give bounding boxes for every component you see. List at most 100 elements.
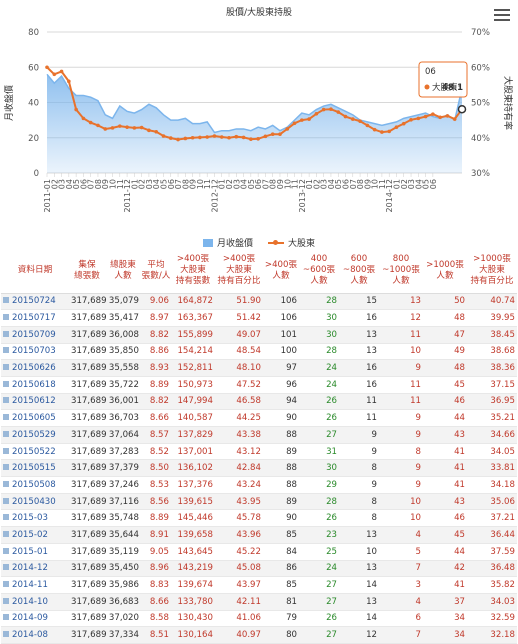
holder-point bbox=[270, 132, 275, 137]
table-cell: 89 bbox=[263, 493, 299, 511]
table-cell: 10 bbox=[339, 543, 379, 561]
table-cell: 34 bbox=[423, 626, 467, 644]
table-cell: 35,417 bbox=[105, 309, 141, 327]
table-cell: 36,683 bbox=[105, 593, 141, 611]
table-cell: 139,615 bbox=[171, 493, 215, 511]
x-tick-label: 03 bbox=[320, 179, 329, 189]
table-cell: 38.36 bbox=[467, 359, 517, 377]
table-cell: 2015-03 bbox=[1, 509, 69, 528]
row-marker-icon bbox=[3, 347, 9, 354]
table-cell: 317,689 bbox=[69, 493, 107, 511]
table-cell: 46 bbox=[423, 509, 467, 528]
table-cell: 317,689 bbox=[69, 610, 107, 628]
price-area-outline bbox=[46, 73, 463, 134]
table-cell: 43.38 bbox=[215, 426, 263, 444]
table-cell: 85 bbox=[263, 526, 299, 544]
table-cell: 43.97 bbox=[215, 576, 263, 594]
table-cell: 317,689 bbox=[69, 459, 107, 478]
table-cell: 317,689 bbox=[69, 326, 107, 344]
table-cell: 11 bbox=[339, 409, 379, 427]
x-tick-label: 11 bbox=[291, 179, 300, 189]
table-header-cell: 總股東 人數 bbox=[105, 249, 141, 294]
table-cell: 30 bbox=[299, 309, 339, 327]
x-tick-label: 04 bbox=[327, 179, 336, 189]
holder-point bbox=[59, 69, 64, 74]
table-cell: 34.18 bbox=[467, 476, 517, 494]
table-cell: 13 bbox=[379, 293, 423, 311]
table-cell: 84 bbox=[263, 543, 299, 561]
table-cell: 317,689 bbox=[69, 443, 107, 461]
chart-title: 股價/大股東持股 bbox=[226, 6, 292, 18]
table-cell: 38.45 bbox=[467, 326, 517, 344]
x-tick-label: 01 bbox=[130, 179, 139, 189]
holder-point bbox=[372, 127, 377, 132]
holder-point bbox=[88, 120, 93, 125]
right-tick-label: 60% bbox=[471, 63, 490, 73]
table-cell: 8.53 bbox=[141, 476, 171, 494]
left-axis-title: 月收盤價 bbox=[3, 85, 15, 121]
table-header-cell: 400 ~600張 人數 bbox=[299, 249, 339, 294]
legend-item-price[interactable]: 月收盤價 bbox=[203, 236, 253, 249]
holder-point bbox=[139, 125, 144, 130]
table-cell: 38.68 bbox=[467, 343, 517, 361]
row-marker-icon bbox=[3, 380, 9, 387]
x-tick-label: 08 bbox=[181, 179, 190, 189]
table-cell: 136,102 bbox=[171, 459, 215, 478]
holder-point bbox=[132, 126, 137, 130]
table-cell: 8.51 bbox=[141, 626, 171, 644]
table-cell: 45 bbox=[423, 526, 467, 544]
table-cell: 139,674 bbox=[171, 576, 215, 594]
table-cell: 14 bbox=[339, 576, 379, 594]
x-tick-label: 10 bbox=[283, 179, 292, 189]
table-cell: 20150529 bbox=[1, 426, 69, 444]
table-cell: 86 bbox=[263, 560, 299, 578]
table-header-cell: 800 ~1000張 人數 bbox=[379, 249, 423, 294]
price-area bbox=[47, 74, 462, 173]
table-cell: 317,689 bbox=[69, 343, 107, 361]
table-row: 20150508 317,689 37,246 8.53 137,376 43.24 88 2… bbox=[1, 476, 517, 494]
table-cell: 317,689 bbox=[69, 476, 107, 494]
chart-tooltip: 06 大股東:48.1 bbox=[418, 61, 468, 98]
holder-point bbox=[394, 125, 399, 129]
legend-item-holder[interactable]: 大股東 bbox=[267, 236, 315, 249]
tooltip-box bbox=[418, 61, 468, 98]
table-cell: 20150508 bbox=[1, 476, 69, 494]
right-tick-label: 50% bbox=[471, 99, 490, 109]
row-marker-icon bbox=[3, 581, 9, 588]
table-row: 2014-09 317,689 37,020 8.58 130,430 41.06 79 26… bbox=[1, 610, 517, 628]
table-cell: 43.24 bbox=[215, 476, 263, 494]
left-tick-label: 20 bbox=[28, 134, 39, 144]
table-cell: 43 bbox=[423, 493, 467, 511]
x-tick-label: 2014-12 bbox=[385, 179, 394, 212]
table-cell: 26 bbox=[299, 610, 339, 628]
holder-point bbox=[241, 135, 246, 140]
right-tick-label: 30% bbox=[471, 169, 490, 179]
table-cell: 163,367 bbox=[171, 309, 215, 327]
table-cell: 43.96 bbox=[215, 526, 263, 544]
left-axis: 0 20 40 60 80 bbox=[28, 28, 39, 179]
table-cell: 2014-10 bbox=[1, 593, 69, 611]
table-cell: 36,001 bbox=[105, 393, 141, 411]
table-cell: 106 bbox=[263, 293, 299, 311]
row-marker-icon bbox=[3, 297, 9, 304]
table-cell: 37,116 bbox=[105, 493, 141, 511]
holder-point bbox=[52, 72, 57, 77]
table-row: 20150529 317,689 37,064 8.57 137,829 43.38 88 2… bbox=[1, 426, 517, 444]
table-cell: 143,219 bbox=[171, 560, 215, 578]
holder-point bbox=[285, 127, 290, 131]
holder-point bbox=[321, 107, 326, 112]
table-cell: 8.89 bbox=[141, 509, 171, 528]
table-cell: 317,689 bbox=[69, 593, 107, 611]
legend-area-swatch bbox=[203, 238, 214, 247]
table-cell: 27 bbox=[299, 593, 339, 611]
table-cell: 2014-09 bbox=[1, 610, 69, 628]
holder-point bbox=[423, 114, 428, 119]
holder-point bbox=[358, 119, 362, 123]
row-marker-icon bbox=[3, 447, 9, 454]
row-marker-icon bbox=[3, 314, 9, 321]
table-cell: 11 bbox=[379, 393, 423, 411]
left-tick-label: 60 bbox=[28, 63, 39, 73]
chart-menu-icon[interactable] bbox=[494, 9, 510, 23]
x-tick-label: 05 bbox=[422, 179, 431, 189]
table-row: 20150515 317,689 37,379 8.50 136,102 42.84 88 3… bbox=[1, 459, 517, 478]
